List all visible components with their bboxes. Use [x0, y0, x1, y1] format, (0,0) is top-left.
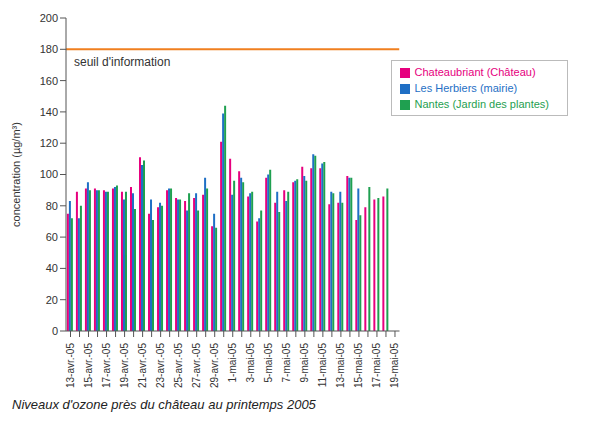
- svg-text:17-mai-05: 17-mai-05: [371, 343, 382, 388]
- svg-text:100: 100: [40, 168, 58, 180]
- svg-text:160: 160: [40, 75, 58, 87]
- svg-text:120: 120: [40, 137, 58, 149]
- html-text:Chateaubriant (Château): Chateaubriant (Château): [414, 66, 536, 78]
- svg-text:200: 200: [40, 12, 58, 24]
- svg-text:17-avr.-05: 17-avr.-05: [101, 343, 112, 388]
- svg-text:11-mai-05: 11-mai-05: [317, 343, 328, 388]
- svg-text:13-mai-05: 13-mai-05: [335, 343, 346, 388]
- svg-text:27-avr.-05: 27-avr.-05: [191, 343, 202, 388]
- svg-text:7-mai-05: 7-mai-05: [281, 343, 292, 383]
- svg-text:80: 80: [46, 200, 58, 212]
- svg-text:3-mai-05: 3-mai-05: [245, 343, 256, 383]
- svg-text:0: 0: [52, 325, 58, 337]
- html-text:Niveaux d'ozone près du châtea: Niveaux d'ozone près du château au print…: [12, 397, 316, 412]
- svg-text:1-mai-05: 1-mai-05: [227, 343, 238, 383]
- html-text:Nantes (Jardin des plantes): Nantes (Jardin des plantes): [414, 98, 549, 110]
- svg-text:15-avr.-05: 15-avr.-05: [83, 343, 94, 388]
- svg-text:40: 40: [46, 262, 58, 274]
- svg-text:25-avr.-05: 25-avr.-05: [173, 343, 184, 388]
- svg-text:29-avr.-05: 29-avr.-05: [209, 343, 220, 388]
- svg-text:19-mai-05: 19-mai-05: [389, 343, 400, 388]
- svg-text:seuil d'information: seuil d'information: [74, 55, 170, 69]
- svg-text:20: 20: [46, 294, 58, 306]
- svg-text:15-mai-05: 15-mai-05: [353, 343, 364, 388]
- svg-text:21-avr.-05: 21-avr.-05: [137, 343, 148, 388]
- svg-text:5-mai-05: 5-mai-05: [263, 343, 274, 383]
- svg-text:23-avr.-05: 23-avr.-05: [155, 343, 166, 388]
- svg-text:19-avr.-05: 19-avr.-05: [119, 343, 130, 388]
- svg-text:concentration (µg/m³): concentration (µg/m³): [10, 122, 22, 227]
- svg-text:9-mai-05: 9-mai-05: [299, 343, 310, 383]
- svg-text:180: 180: [40, 43, 58, 55]
- svg-text:140: 140: [40, 106, 58, 118]
- html-text:Les Herbiers (mairie): Les Herbiers (mairie): [414, 82, 518, 94]
- svg-text:13-avr.-05: 13-avr.-05: [65, 343, 76, 388]
- svg-text:60: 60: [46, 231, 58, 243]
